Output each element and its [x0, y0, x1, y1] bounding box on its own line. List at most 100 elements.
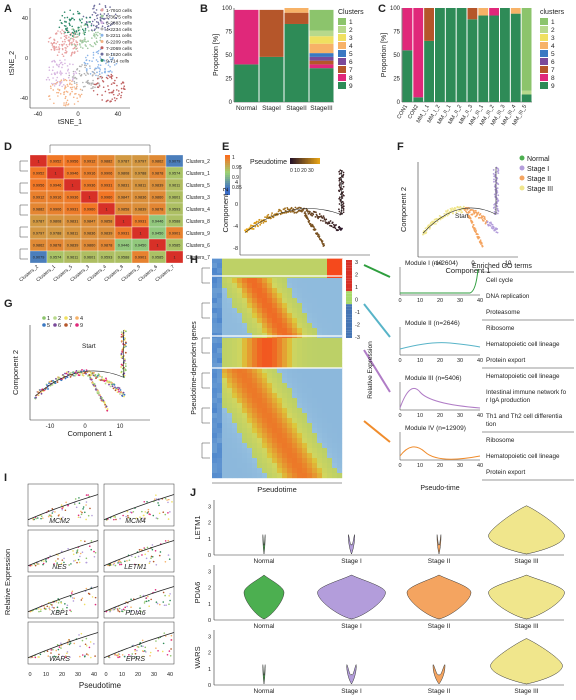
cell-point — [108, 91, 111, 94]
scale-bar — [225, 181, 230, 183]
heat-cell — [227, 278, 233, 284]
cell-point — [493, 178, 495, 181]
cell-point — [135, 517, 138, 520]
cell-point — [110, 75, 113, 78]
heat-cell — [267, 383, 273, 389]
heat-cell — [227, 378, 233, 384]
heat-cell — [242, 458, 248, 464]
cell-point — [124, 330, 127, 333]
heat-cell — [242, 348, 248, 354]
heat-cell — [237, 443, 243, 449]
row-label: Clusters_9 — [186, 231, 210, 237]
cell-point — [115, 518, 117, 521]
cell-point — [339, 227, 342, 229]
heat-cell — [322, 293, 328, 299]
heat-cell — [312, 263, 318, 269]
cell-point — [130, 598, 132, 601]
heat-cell — [252, 308, 258, 314]
heat-cell — [337, 458, 343, 464]
cell-point — [94, 86, 96, 89]
curve-x-tick: 30 — [457, 463, 463, 469]
cell-point — [77, 100, 79, 103]
scale-bar — [225, 173, 230, 175]
heat-cell — [252, 353, 258, 359]
heat-cell — [287, 318, 293, 324]
heat-cell — [247, 388, 253, 394]
heat-cell — [232, 453, 238, 459]
violin-1 — [317, 574, 386, 620]
cell-point — [67, 104, 69, 106]
y-label: Relative Expression — [3, 549, 12, 615]
cell-point — [64, 78, 67, 81]
x-tick: Stage II — [428, 623, 451, 630]
cell-point — [123, 655, 126, 658]
cell-point — [56, 41, 59, 43]
heat-cell — [227, 453, 233, 459]
heat-cell — [302, 328, 308, 334]
cell-point — [164, 594, 166, 597]
heat-cell — [317, 298, 323, 304]
heat-cell — [257, 458, 263, 464]
cell-point — [58, 46, 60, 48]
heat-cell — [312, 448, 318, 454]
heat-cell — [227, 403, 233, 409]
cell-point — [57, 609, 59, 612]
cell-point — [64, 51, 66, 54]
cell-point — [338, 189, 340, 192]
heat-cell — [312, 278, 318, 284]
heat-cell — [322, 328, 328, 334]
heat-cell — [272, 318, 278, 324]
heat-cell — [232, 463, 238, 469]
heat-cell — [277, 268, 283, 274]
heat-cell — [217, 378, 223, 384]
heat-cell — [332, 468, 338, 474]
bar-segment — [309, 9, 334, 31]
cell-point — [304, 211, 307, 213]
cell-point — [159, 551, 162, 553]
cell-point — [166, 653, 169, 656]
gene-plot-frame — [103, 575, 175, 619]
cell-point — [84, 511, 86, 514]
heat-cell — [312, 318, 318, 324]
cell-point — [124, 368, 127, 371]
heat-cell — [312, 443, 318, 449]
row-label: Clusters_6 — [186, 243, 210, 249]
heat-cell — [302, 268, 308, 274]
legend-swatch — [338, 34, 346, 41]
heat-cell — [327, 433, 333, 439]
cell-point — [93, 643, 95, 645]
heat-cell — [267, 448, 273, 454]
cell-point — [300, 210, 303, 213]
heat-cell — [302, 348, 308, 354]
curve-x-tick: 10 — [417, 463, 423, 469]
go-term: Th1 and Th2 cell differentia — [486, 413, 563, 420]
cell-point — [496, 231, 499, 234]
cell-point — [79, 373, 81, 375]
heat-cell — [292, 293, 298, 299]
heat-cell — [317, 408, 323, 414]
gene-label: WARS — [193, 646, 202, 668]
heat-cell — [282, 368, 288, 374]
cell-point — [33, 563, 36, 565]
cell-point — [70, 54, 72, 57]
cell-point — [72, 79, 74, 81]
heat-cell — [312, 298, 318, 304]
heat-value: 0.9847 — [118, 196, 130, 200]
heat-cell — [267, 453, 273, 459]
curve-x-tick: 0 — [398, 463, 401, 469]
heat-value: 0.9862 — [33, 244, 45, 248]
row-label: Clusters_7 — [186, 255, 210, 261]
heat-cell — [272, 453, 278, 459]
cell-point — [152, 560, 155, 563]
cell-point — [106, 77, 109, 80]
legend-dot — [100, 58, 104, 62]
heat-cell — [327, 413, 333, 419]
cell-point — [86, 54, 89, 57]
tick-x: 40 — [115, 112, 122, 118]
cell-point — [97, 23, 100, 25]
heat-cell — [302, 353, 308, 359]
cell-point — [143, 650, 146, 652]
cell-point — [66, 91, 69, 93]
cell-point — [86, 72, 89, 75]
